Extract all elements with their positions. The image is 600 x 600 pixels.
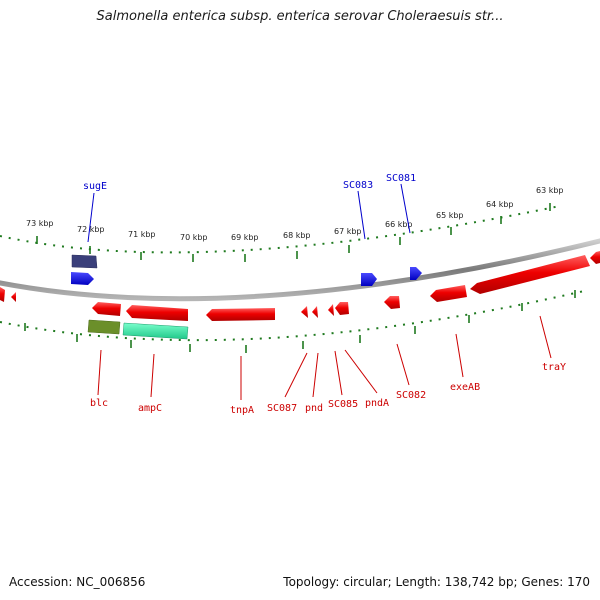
tick-label: 67 kbp xyxy=(334,227,362,236)
reverse-gene-labels: blc ampC tnpA SC087 pnd SC085 pndA SC082… xyxy=(90,362,566,416)
gene-exeAB-arrow[interactable] xyxy=(430,285,467,302)
gene-SC081-arrow[interactable] xyxy=(410,267,422,280)
tick-label: 63 kbp xyxy=(536,186,564,195)
gene-label-traY[interactable]: traY xyxy=(542,362,566,373)
accession-text: Accession: NC_006856 xyxy=(9,575,146,589)
label-leaders xyxy=(87,183,552,400)
gene-label-pndA[interactable]: pndA xyxy=(365,398,389,409)
gene-sugE-cds-arrow[interactable] xyxy=(71,272,94,285)
tick-labels: 73 kbp 72 kbp 71 kbp 70 kbp 69 kbp 68 kb… xyxy=(26,186,564,242)
reverse-features xyxy=(0,251,600,340)
gene-label-ampC[interactable]: ampC xyxy=(138,403,162,414)
tick-label: 71 kbp xyxy=(128,230,156,239)
backbone-arc xyxy=(0,238,600,302)
gene-label-SC082[interactable]: SC082 xyxy=(396,390,426,401)
gene-ampC-feature[interactable] xyxy=(122,322,189,340)
gene-label-sugE[interactable]: sugE xyxy=(83,181,107,192)
gene-label-SC087[interactable]: SC087 xyxy=(267,403,297,414)
gene-label-blc[interactable]: blc xyxy=(90,398,108,409)
gene-blc-feature[interactable] xyxy=(87,319,121,335)
gene-partial-right-arrow[interactable] xyxy=(590,251,600,264)
gene-label-SC081[interactable]: SC081 xyxy=(386,173,416,184)
topology-stats-text: Topology: circular; Length: 138,742 bp; … xyxy=(283,575,590,589)
tick-label: 66 kbp xyxy=(385,220,413,229)
tick-label: 72 kbp xyxy=(77,225,105,234)
gene-small-left-arrow[interactable] xyxy=(11,292,16,302)
inner-major-ticks xyxy=(24,290,576,353)
gene-SC082-arrow[interactable] xyxy=(384,296,400,309)
gene-label-SC083[interactable]: SC083 xyxy=(343,180,373,191)
outer-major-ticks xyxy=(36,203,551,262)
tick-label: 70 kbp xyxy=(180,233,208,242)
gene-label-pnd[interactable]: pnd xyxy=(305,403,323,414)
gene-SC087-arrow[interactable] xyxy=(301,306,308,318)
tick-label: 69 kbp xyxy=(231,233,259,242)
map-title: Salmonella enterica subsp. enterica sero… xyxy=(96,9,504,24)
forward-gene-labels: sugE SC083 SC081 xyxy=(83,173,416,192)
gene-pnd-arrow[interactable] xyxy=(312,306,318,318)
gene-label-SC085[interactable]: SC085 xyxy=(328,399,358,410)
forward-features xyxy=(71,254,422,286)
gene-pndA-arrow[interactable] xyxy=(335,302,349,315)
gene-SC083-arrow[interactable] xyxy=(361,273,377,286)
gene-blc-arrow[interactable] xyxy=(92,302,121,316)
tick-label: 64 kbp xyxy=(486,200,514,209)
inner-tick-ring xyxy=(0,290,585,342)
gene-label-exeAB[interactable]: exeAB xyxy=(450,382,480,393)
gene-label-tnpA[interactable]: tnpA xyxy=(230,405,254,416)
tick-label: 65 kbp xyxy=(436,211,464,220)
gene-SC085-arrow[interactable] xyxy=(328,304,334,316)
gene-sugE-arrow[interactable] xyxy=(71,254,98,269)
tick-label: 73 kbp xyxy=(26,219,54,228)
gene-ampC-arrow[interactable] xyxy=(126,305,188,321)
gene-traY-arrow[interactable] xyxy=(470,255,590,294)
tick-label: 68 kbp xyxy=(283,231,311,240)
gene-partial-left-arrow[interactable] xyxy=(0,287,5,302)
gene-tnpA-arrow[interactable] xyxy=(206,308,275,321)
